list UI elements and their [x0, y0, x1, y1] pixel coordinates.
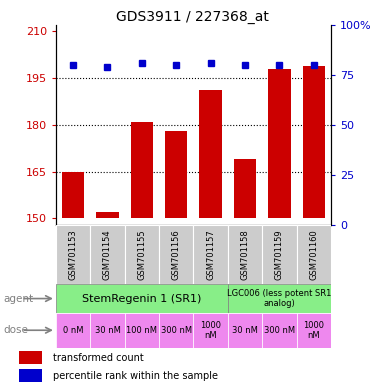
- Text: GSM701156: GSM701156: [172, 229, 181, 280]
- Bar: [125, 225, 159, 284]
- Text: dose: dose: [4, 325, 29, 335]
- Bar: [228, 225, 262, 284]
- Text: GDS3911 / 227368_at: GDS3911 / 227368_at: [116, 10, 269, 23]
- Text: LGC006 (less potent SR1
analog): LGC006 (less potent SR1 analog): [227, 289, 331, 308]
- Bar: [228, 284, 331, 313]
- Text: GSM701160: GSM701160: [310, 229, 318, 280]
- Bar: [268, 69, 291, 218]
- Bar: [56, 225, 90, 284]
- Text: percentile rank within the sample: percentile rank within the sample: [53, 371, 218, 381]
- Bar: [159, 313, 194, 348]
- Text: 1000
nM: 1000 nM: [200, 321, 221, 340]
- Bar: [165, 131, 187, 218]
- Text: GSM701157: GSM701157: [206, 229, 215, 280]
- Bar: [199, 91, 222, 218]
- Bar: [262, 225, 297, 284]
- Bar: [56, 313, 90, 348]
- Text: GSM701153: GSM701153: [69, 229, 77, 280]
- Text: GSM701158: GSM701158: [241, 229, 249, 280]
- Bar: [262, 313, 297, 348]
- Text: 300 nM: 300 nM: [264, 326, 295, 335]
- Text: agent: agent: [4, 293, 34, 304]
- Text: 100 nM: 100 nM: [126, 326, 157, 335]
- Text: GSM701155: GSM701155: [137, 229, 146, 280]
- Text: 0 nM: 0 nM: [63, 326, 83, 335]
- Bar: [297, 225, 331, 284]
- Bar: [194, 225, 228, 284]
- Bar: [303, 66, 325, 218]
- Bar: [194, 313, 228, 348]
- Bar: [159, 225, 194, 284]
- Text: StemRegenin 1 (SR1): StemRegenin 1 (SR1): [82, 293, 201, 304]
- Bar: [131, 122, 153, 218]
- Bar: [19, 369, 42, 382]
- Bar: [297, 313, 331, 348]
- Bar: [96, 212, 119, 218]
- Text: GSM701159: GSM701159: [275, 229, 284, 280]
- Bar: [56, 284, 228, 313]
- Bar: [125, 313, 159, 348]
- Text: 300 nM: 300 nM: [161, 326, 192, 335]
- Text: GSM701154: GSM701154: [103, 229, 112, 280]
- Bar: [228, 313, 262, 348]
- Bar: [90, 313, 125, 348]
- Bar: [90, 225, 125, 284]
- Text: 30 nM: 30 nM: [94, 326, 121, 335]
- Text: 1000
nM: 1000 nM: [303, 321, 325, 340]
- Text: 30 nM: 30 nM: [232, 326, 258, 335]
- Bar: [234, 159, 256, 218]
- Text: transformed count: transformed count: [53, 353, 144, 363]
- Bar: [19, 351, 42, 364]
- Bar: [62, 172, 84, 218]
